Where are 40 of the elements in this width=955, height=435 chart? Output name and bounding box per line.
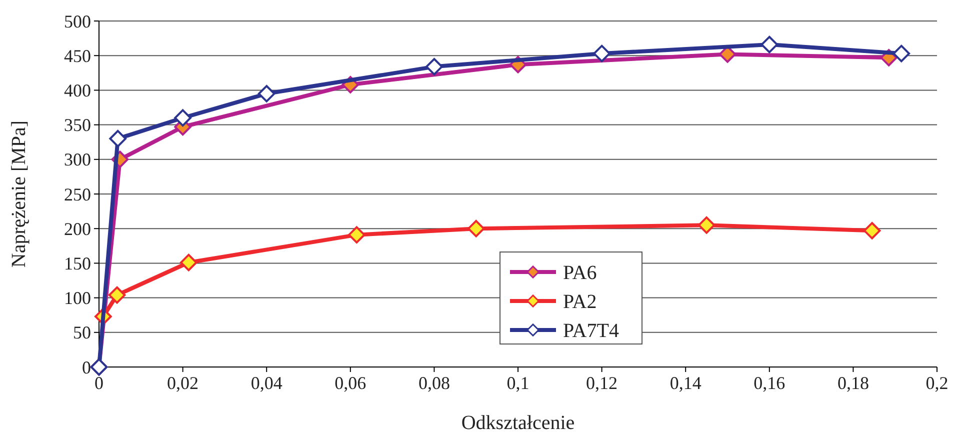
x-tick-label: 0,12	[586, 373, 618, 393]
x-tick-label: 0,18	[837, 373, 869, 393]
x-tick-label: 0,2	[926, 373, 948, 393]
y-tick-label: 0	[82, 357, 91, 378]
y-tick-label: 500	[64, 11, 91, 32]
x-tick-label: 0,08	[418, 373, 450, 393]
point	[698, 216, 716, 234]
y-tick-label: 150	[64, 254, 91, 274]
y-tick-label: 200	[64, 218, 91, 239]
x-tick-label: 0,14	[670, 373, 702, 393]
x-axis-title: Odkształcenie	[461, 412, 575, 434]
point	[467, 220, 485, 238]
legend-label: PA6	[563, 262, 597, 284]
point	[258, 84, 276, 102]
point	[760, 36, 778, 54]
point	[593, 44, 610, 62]
x-tick-label: 0,02	[167, 373, 199, 393]
y-tick-label: 50	[73, 322, 91, 343]
point	[109, 130, 127, 148]
x-tick-label: 0,06	[334, 373, 366, 393]
x-tick-label: 0	[94, 373, 104, 393]
y-tick-label: 100	[64, 288, 91, 308]
y-tick-label: 250	[64, 184, 91, 204]
y-axis-title: Naprężenie [MPa]	[8, 120, 30, 268]
point	[108, 286, 126, 304]
x-tick-label: 0,16	[754, 373, 786, 393]
y-tick-label: 450	[64, 46, 91, 66]
point	[892, 44, 910, 62]
point	[348, 226, 366, 244]
x-tick-label: 0,1	[506, 373, 530, 393]
point	[863, 222, 881, 240]
point	[174, 109, 192, 127]
x-tick-label: 0,04	[250, 373, 282, 393]
point	[180, 254, 198, 272]
legend-label: PA2	[563, 291, 597, 313]
y-tick-label: 300	[64, 150, 91, 170]
y-tick-label: 350	[64, 115, 91, 136]
y-tick-label: 400	[64, 80, 91, 100]
legend-label: PA7T4	[563, 320, 619, 342]
point	[426, 58, 443, 76]
